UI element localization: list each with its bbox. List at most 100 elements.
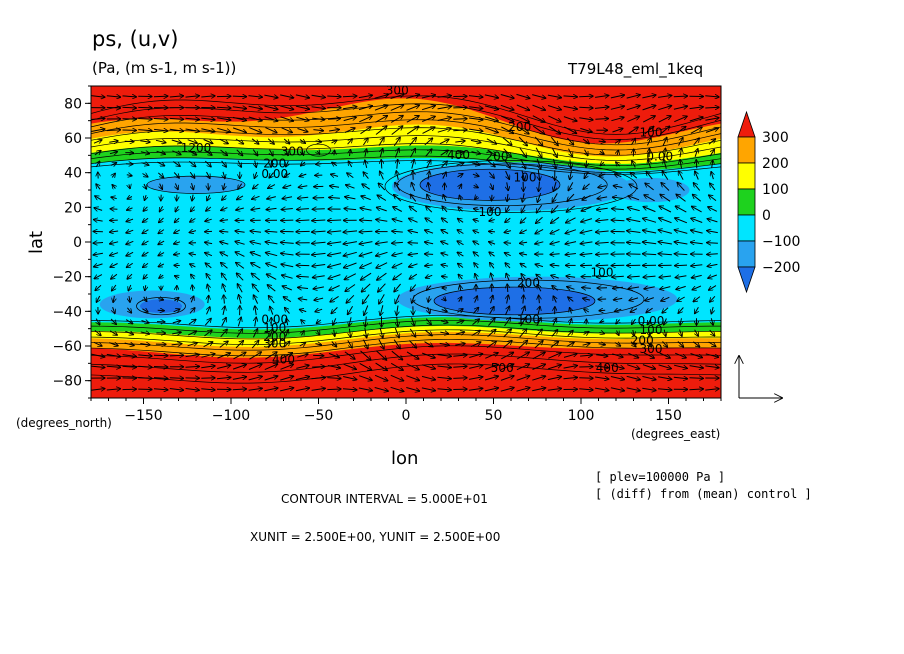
wind-vector xyxy=(440,150,449,156)
wind-vector xyxy=(664,159,667,169)
wind-vector xyxy=(586,160,587,168)
wind-vector xyxy=(678,171,684,180)
wind-vector xyxy=(328,352,340,357)
wind-vector xyxy=(311,388,326,390)
wind-vector xyxy=(693,138,700,146)
wind-vector xyxy=(122,389,137,390)
wind-vector xyxy=(710,183,716,191)
wind-vector xyxy=(378,183,386,191)
wind-vector xyxy=(437,117,452,121)
colorbar-segment xyxy=(737,240,756,268)
wind-vector xyxy=(629,298,639,301)
wind-vector xyxy=(658,242,672,244)
contour-interval: CONTOUR INTERVAL = 5.000E+01 xyxy=(281,492,488,506)
wind-vector xyxy=(360,262,373,268)
wind-vector xyxy=(475,296,478,303)
wind-vector xyxy=(127,273,133,279)
wind-vector xyxy=(642,364,656,369)
wind-vector xyxy=(680,329,683,337)
wind-vector xyxy=(280,105,294,110)
wind-vector xyxy=(109,231,119,232)
wind-vector xyxy=(312,265,326,267)
wind-vector xyxy=(426,206,433,213)
wind-vector xyxy=(486,341,497,349)
nh-band-300-up xyxy=(91,86,721,144)
wind-vector xyxy=(142,309,148,312)
wind-vector xyxy=(264,364,278,371)
wind-vector xyxy=(138,378,152,379)
wind-vector xyxy=(106,107,121,108)
wind-vector xyxy=(311,107,326,109)
wind-vector xyxy=(280,242,294,243)
wind-vector xyxy=(238,317,241,327)
wind-vector xyxy=(312,220,326,221)
wind-vector xyxy=(221,263,228,269)
wind-vector xyxy=(707,231,718,233)
wind-vector xyxy=(474,185,479,187)
wind-vector xyxy=(550,265,560,266)
wind-vector xyxy=(204,330,212,337)
wind-vector xyxy=(157,310,165,311)
wind-vector xyxy=(265,253,278,257)
wind-vector xyxy=(506,205,509,212)
wind-vector xyxy=(128,284,131,291)
wind-vector xyxy=(251,138,259,144)
wind-vector xyxy=(550,341,559,348)
wind-vector xyxy=(96,161,99,168)
wind-vector xyxy=(626,387,641,391)
wind-vector xyxy=(441,241,449,244)
wind-vector xyxy=(327,378,341,379)
wind-vector xyxy=(91,366,105,367)
wind-vector xyxy=(201,118,215,120)
wind-vector xyxy=(406,105,420,111)
wind-vector xyxy=(375,350,386,360)
wind-vector xyxy=(470,342,481,348)
wind-vector xyxy=(140,141,150,143)
wind-vector xyxy=(424,341,434,347)
wind-vector xyxy=(536,216,543,223)
wind-vector xyxy=(222,284,225,293)
wind-vector xyxy=(632,161,636,168)
wind-vector xyxy=(469,129,483,131)
wind-vector xyxy=(428,295,429,302)
wind-vector xyxy=(138,107,152,108)
wind-vector xyxy=(393,207,403,212)
wind-vector xyxy=(106,389,121,390)
wind-vector xyxy=(268,185,276,189)
wind-vector xyxy=(126,262,133,267)
wind-vector xyxy=(610,106,625,110)
wind-vector xyxy=(249,127,262,133)
wind-vector xyxy=(395,183,401,191)
wind-vector xyxy=(455,343,465,345)
wind-vector xyxy=(579,118,593,120)
wind-vector xyxy=(232,127,246,133)
wind-vector xyxy=(266,274,277,280)
wind-vector xyxy=(646,171,653,180)
wind-vector xyxy=(207,194,210,201)
wind-vector xyxy=(283,138,290,144)
wind-vector xyxy=(583,298,591,300)
wind-vector xyxy=(675,352,686,358)
wind-vector xyxy=(330,295,339,302)
wind-vector xyxy=(172,321,181,323)
wind-vector xyxy=(297,354,308,358)
wind-vector xyxy=(677,296,685,301)
wind-vector xyxy=(662,171,669,180)
colorbar-bottom-arrow xyxy=(737,266,756,294)
wind-vector xyxy=(566,276,576,277)
wind-vector xyxy=(380,148,383,158)
contour-line xyxy=(91,135,721,161)
colorbar-segment xyxy=(737,162,756,190)
wind-vector xyxy=(523,295,524,304)
wind-vector xyxy=(551,330,558,337)
wind-vector xyxy=(316,164,322,165)
wind-vector xyxy=(600,162,604,165)
wind-vector xyxy=(203,342,213,348)
wind-vector xyxy=(185,118,200,119)
wind-vector xyxy=(535,228,544,233)
wind-vector xyxy=(359,242,373,245)
wind-vector xyxy=(519,147,527,158)
wind-vector xyxy=(224,295,225,304)
